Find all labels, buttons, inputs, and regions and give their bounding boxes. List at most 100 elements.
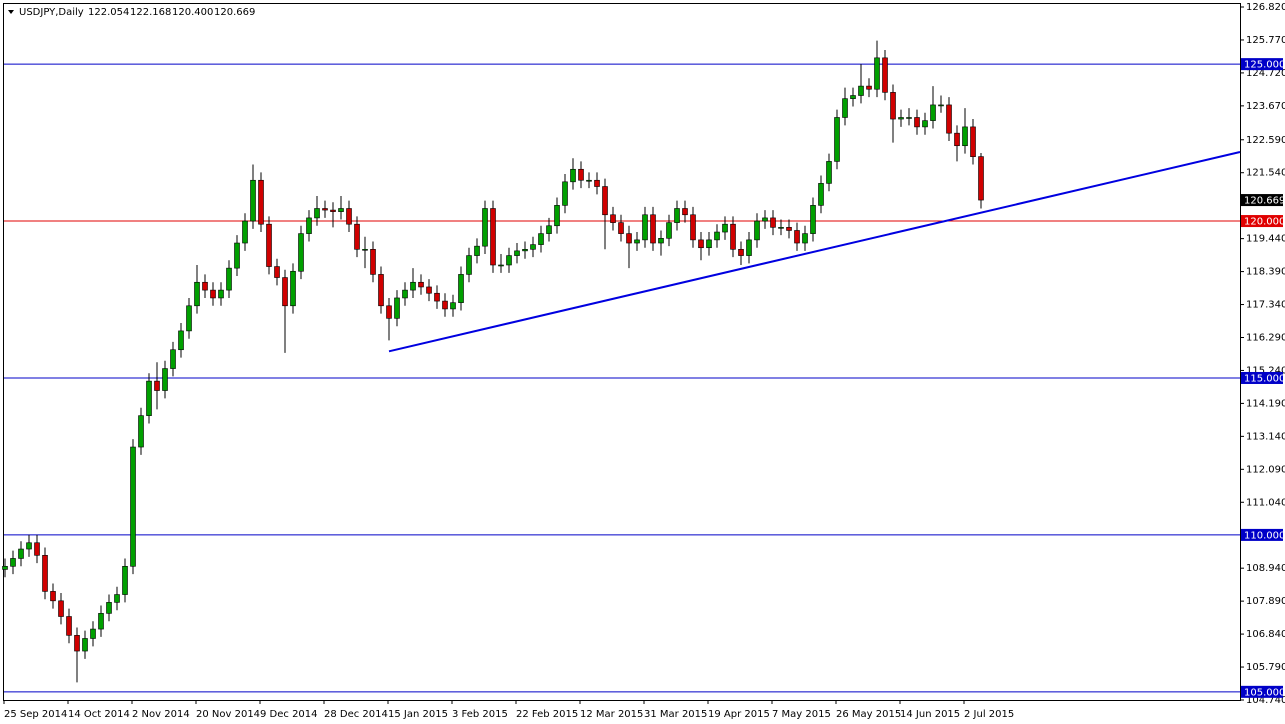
- level-label: 115.000: [1244, 373, 1285, 384]
- y-tick-label: 119.440: [1246, 234, 1285, 245]
- candle-body: [802, 233, 808, 244]
- level-label-box: [1241, 215, 1283, 228]
- candle-body: [298, 233, 304, 272]
- candle-body: [74, 635, 80, 652]
- menu-triangle: [8, 10, 14, 14]
- candle-body: [82, 638, 88, 652]
- candle-body: [962, 126, 968, 147]
- candle-body: [538, 233, 544, 245]
- candle-body: [250, 179, 256, 222]
- x-tick-label: 9 Dec 2014: [260, 709, 318, 720]
- candle-body: [738, 248, 744, 256]
- candle-body: [602, 186, 608, 216]
- candle-body: [50, 591, 56, 602]
- candle-body: [490, 208, 496, 266]
- candle-body: [234, 242, 240, 269]
- candle-body: [66, 616, 72, 636]
- candle-body: [866, 85, 872, 90]
- candle-body: [186, 305, 192, 332]
- candle-body: [122, 565, 128, 595]
- candle-body: [226, 267, 232, 291]
- candle-body: [346, 208, 352, 225]
- candle-body: [970, 126, 976, 158]
- candle-body: [562, 181, 568, 206]
- level-label: 110.000: [1244, 530, 1285, 541]
- level-label-box: [1241, 371, 1283, 384]
- x-tick-label: 31 Mar 2015: [644, 709, 707, 720]
- candle-body: [778, 227, 784, 229]
- candle-body: [578, 168, 584, 181]
- candle-body: [474, 245, 480, 256]
- candle-body: [370, 248, 376, 275]
- candle-body: [106, 602, 112, 614]
- candle-body: [458, 274, 464, 303]
- candle-body: [290, 270, 296, 307]
- candle-body: [26, 542, 32, 550]
- candle-body: [466, 255, 472, 275]
- x-tick-label: 7 May 2015: [772, 709, 831, 720]
- candle-body: [202, 281, 208, 291]
- candle-body: [98, 613, 104, 630]
- candle-body: [426, 286, 432, 294]
- trendline: [388, 151, 1241, 353]
- candle-body: [394, 297, 400, 319]
- x-tick-label: 3 Feb 2015: [452, 709, 508, 720]
- candle-body: [210, 289, 216, 299]
- y-tick-label: 107.890: [1246, 596, 1285, 607]
- level-label: 120.000: [1244, 217, 1285, 228]
- y-tick-label: 122.590: [1246, 135, 1285, 146]
- candle-body: [874, 57, 880, 90]
- candle-body: [194, 281, 200, 307]
- candle-body: [306, 217, 312, 234]
- y-tick-label: 113.140: [1246, 431, 1285, 442]
- candle-body: [178, 330, 184, 351]
- candle-body: [914, 117, 920, 128]
- candle-body: [130, 446, 136, 567]
- candle-body: [906, 117, 912, 119]
- last-price-label: 120.669: [1244, 196, 1285, 207]
- x-tick-label: 12 Mar 2015: [580, 709, 643, 720]
- y-tick-label: 123.670: [1246, 101, 1285, 112]
- candle-body: [618, 222, 624, 234]
- candle-body: [634, 239, 640, 244]
- last-price-box: [1241, 194, 1283, 207]
- candle-body: [522, 248, 528, 252]
- candle-body: [258, 179, 264, 225]
- candle-body: [282, 277, 288, 307]
- candle-body: [138, 415, 144, 448]
- candle-body: [546, 225, 552, 234]
- candle-body: [842, 98, 848, 118]
- y-tick-label: 124.720: [1246, 68, 1285, 79]
- candle-body: [954, 132, 960, 147]
- x-tick-label: 14 Oct 2014: [68, 709, 130, 720]
- candle-body: [482, 208, 488, 247]
- y-tick-label: 105.790: [1246, 662, 1285, 673]
- y-tick-label: 117.340: [1246, 300, 1285, 311]
- ohlc-label: 120.400: [172, 7, 213, 18]
- x-tick-label: 14 Jun 2015: [900, 709, 960, 720]
- candle-body: [978, 156, 984, 201]
- candle-body: [266, 223, 272, 267]
- candle-body: [314, 208, 320, 219]
- candle-body: [610, 214, 616, 223]
- candle-body: [154, 380, 160, 391]
- candle-body: [498, 264, 504, 267]
- candle-body: [378, 274, 384, 307]
- candle-body: [770, 217, 776, 228]
- candle-body: [690, 214, 696, 241]
- candle-body: [450, 302, 456, 310]
- candle-body: [146, 380, 152, 416]
- y-tick-label: 108.940: [1246, 563, 1285, 574]
- candle-body: [330, 209, 336, 212]
- plot-frame: [3, 3, 1241, 701]
- candle-body: [442, 300, 448, 310]
- level-label-box: [1241, 528, 1283, 541]
- candle-body: [850, 95, 856, 99]
- candle-body: [354, 223, 360, 250]
- y-tick-label: 118.390: [1246, 267, 1285, 278]
- x-tick-label: 25 Sep 2014: [4, 709, 67, 720]
- candle-body: [34, 542, 40, 556]
- candle-body: [890, 92, 896, 120]
- candle-body: [402, 289, 408, 299]
